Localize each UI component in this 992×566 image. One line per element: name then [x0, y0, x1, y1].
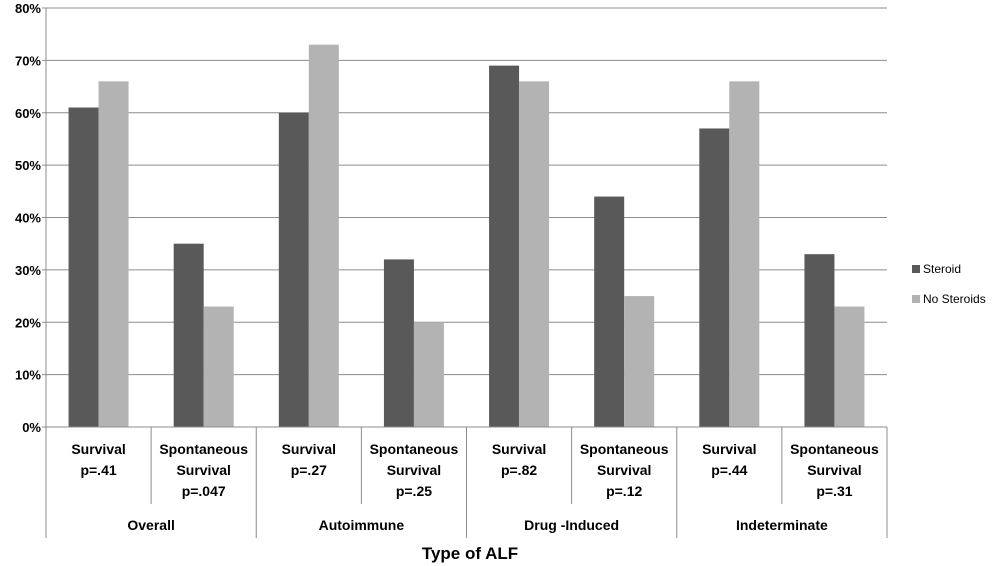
y-tick-label: 70% [15, 53, 41, 68]
x-group-label: Overall [127, 517, 174, 533]
legend: Steroid No Steroids [912, 262, 986, 306]
x-category-label: p=.82 [501, 462, 537, 478]
y-tick-label: 40% [15, 211, 41, 226]
y-tick-label: 80% [15, 1, 41, 16]
bar-steroid [278, 112, 309, 427]
x-category-label: Survival [702, 441, 756, 457]
x-group-label: Drug -Induced [524, 517, 619, 533]
legend-label: Steroid [923, 262, 961, 276]
x-category-label: Survival [176, 462, 230, 478]
y-tick-label: 30% [15, 263, 41, 278]
y-axis: 0% 10% 20% 30% 40% 50% 60% 70% 80% [15, 1, 47, 435]
y-tick-label: 60% [15, 106, 41, 121]
x-category-label: p=.44 [711, 462, 747, 478]
legend-swatch [912, 295, 920, 303]
x-category-label: Spontaneous [370, 441, 459, 457]
bar-steroid [68, 107, 99, 427]
x-category-label: Survival [71, 441, 125, 457]
bar-steroid [383, 259, 414, 427]
x-category-label: Survival [387, 462, 441, 478]
x-category-label: Survival [492, 441, 546, 457]
x-category-label: Survival [597, 462, 651, 478]
bar-steroid [173, 243, 204, 427]
x-category-label: p=.31 [816, 483, 852, 499]
bar-steroid [804, 254, 835, 427]
bar-steroid [489, 65, 520, 428]
bar-no-steroids [413, 322, 444, 427]
x-axis: Survival p=.41 Spontaneous Survival p=.047 Ov… [45, 426, 888, 538]
bars [68, 44, 865, 428]
x-category-label: Spontaneous [159, 441, 248, 457]
y-tick-label: 10% [15, 368, 41, 383]
y-tick-label: 50% [15, 158, 41, 173]
x-category-label: p=.27 [291, 462, 327, 478]
gridlines [46, 7, 887, 376]
x-category-label: Survival [282, 441, 336, 457]
x-group-label: Indeterminate [736, 517, 828, 533]
bar-no-steroids [624, 296, 655, 427]
x-category-label: p=.047 [182, 483, 226, 499]
x-category-label: Survival [807, 462, 861, 478]
bar-no-steroids [834, 306, 865, 427]
bar-no-steroids [308, 44, 339, 427]
x-category-label: Spontaneous [580, 441, 669, 457]
bar-no-steroids [519, 81, 550, 427]
x-category-label: p=.41 [80, 462, 116, 478]
legend-label: No Steroids [923, 292, 986, 306]
x-axis-label: Type of ALF [422, 544, 518, 563]
y-tick-label: 20% [15, 315, 41, 330]
x-group-label: Autoimmune [319, 517, 405, 533]
bar-steroid [699, 128, 730, 427]
y-tick-label: 0% [22, 420, 41, 435]
x-category-label: p=.25 [396, 483, 432, 499]
bar-no-steroids [203, 306, 234, 427]
x-category-label: Spontaneous [790, 441, 879, 457]
bar-steroid [594, 196, 625, 427]
x-category-label: p=.12 [606, 483, 642, 499]
bar-no-steroids [729, 81, 760, 427]
legend-swatch [912, 265, 920, 273]
bar-no-steroids [98, 81, 129, 427]
